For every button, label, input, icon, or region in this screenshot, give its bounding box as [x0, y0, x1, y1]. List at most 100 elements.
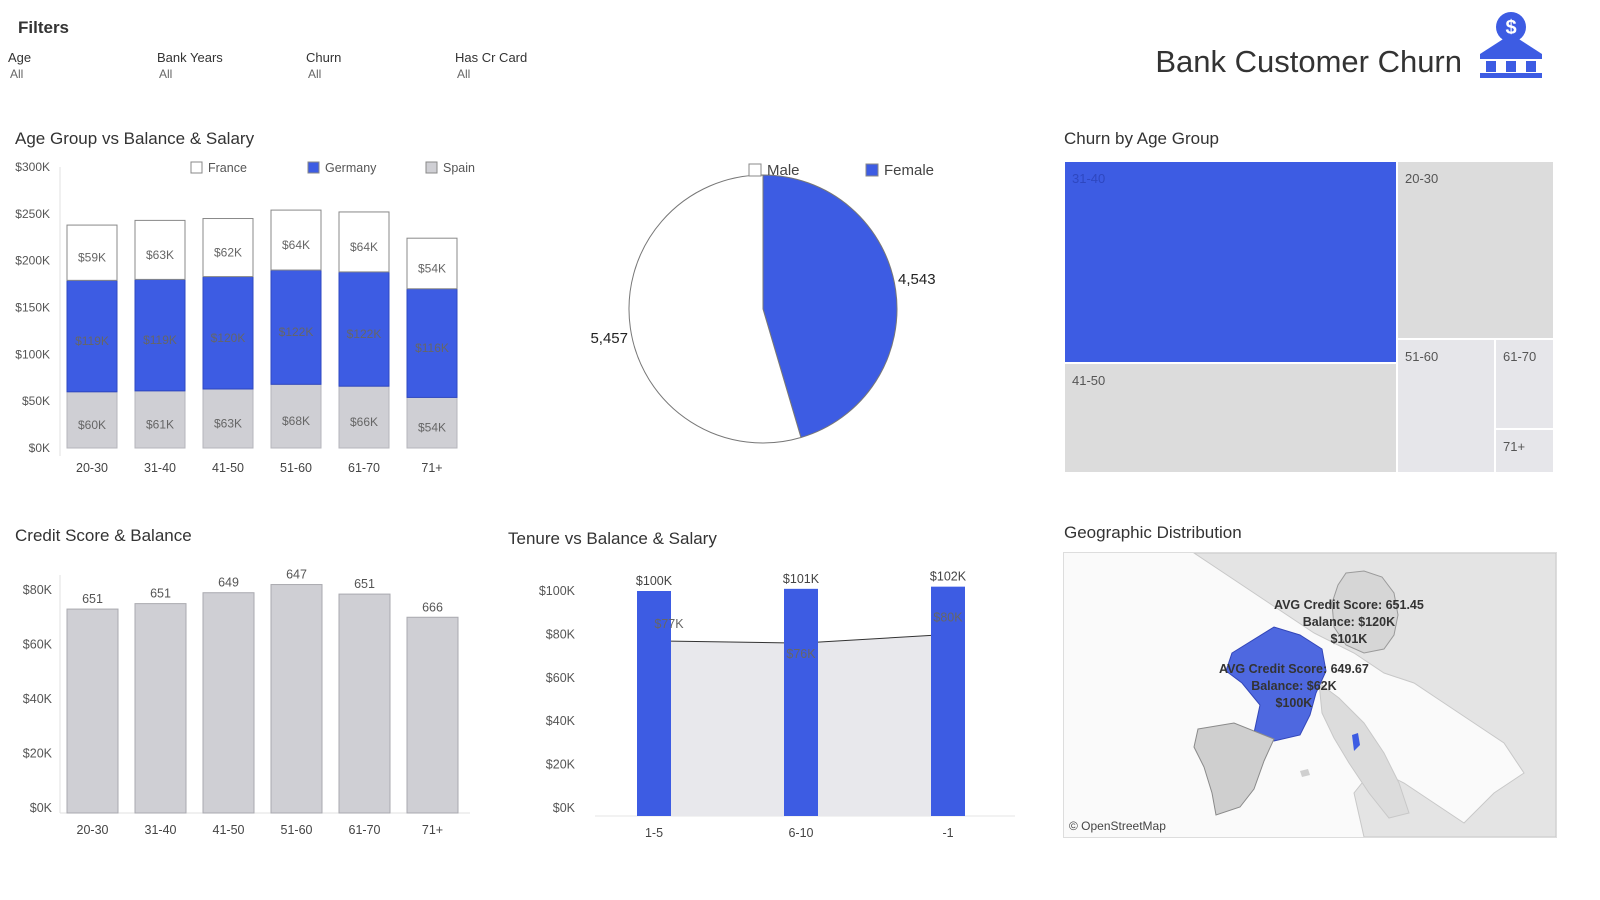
data-label: $66K	[350, 415, 378, 429]
y-tick-label: $80K	[23, 583, 53, 597]
filters-title: Filters	[18, 18, 70, 37]
treemap-cell-51-60[interactable]: 51-60	[1397, 339, 1495, 473]
bar-segment-france	[406, 237, 458, 290]
legend-label: France	[208, 161, 247, 175]
balance-label: $100K	[636, 574, 673, 588]
salary-label: $76K	[786, 647, 816, 661]
balance-bar	[784, 588, 818, 816]
salary-label: $80K	[933, 610, 963, 624]
bar-segment-germany	[202, 276, 254, 390]
pie-slice-male	[628, 174, 802, 444]
data-label: $60K	[78, 418, 106, 432]
x-tick-label: 20-30	[77, 823, 109, 837]
balance-bar	[931, 586, 965, 816]
data-label: $119K	[143, 333, 177, 347]
treemap-cell-20-30[interactable]: 20-30	[1397, 161, 1554, 339]
treemap-label: 41-50	[1072, 373, 1106, 388]
y-tick-label: $0K	[553, 801, 576, 815]
filter-has-cr-card[interactable]: Has Cr Card All	[455, 50, 595, 81]
geo-map[interactable]: AVG Credit Score: 651.45 Balance: $120K …	[1063, 552, 1557, 838]
france-annotation: AVG Credit Score: 649.67 Balance: $62K $…	[1219, 661, 1369, 712]
legend-swatch	[190, 161, 203, 174]
treemap-cell-71+[interactable]: 71+	[1495, 429, 1554, 473]
y-tick-label: $300K	[15, 160, 50, 174]
geo-chart-title: Geographic Distribution	[1064, 523, 1242, 542]
annotation-line: Balance: $62K	[1251, 679, 1337, 693]
filter-bank-years[interactable]: Bank Years All	[157, 50, 297, 81]
filter-value: All	[457, 67, 471, 81]
balance-bar	[637, 591, 671, 816]
data-label: $61K	[146, 417, 174, 431]
filter-label: Age	[8, 50, 32, 65]
balance-label: $101K	[783, 572, 820, 586]
legend-label: Spain	[443, 161, 475, 175]
data-label: $116K	[415, 341, 449, 355]
legend-swatch	[748, 163, 762, 177]
treemap-label: 31-40	[1072, 171, 1106, 186]
treemap-label: 61-70	[1503, 349, 1537, 364]
y-tick-label: $100K	[15, 347, 50, 361]
y-tick-label: $40K	[23, 692, 53, 706]
y-tick-label: $20K	[546, 758, 576, 772]
age-group-chart: $0K $50K $100K $150K $200K $250K $300K $60K $119…	[15, 160, 475, 475]
annotation-line: AVG Credit Score: 651.45	[1274, 598, 1424, 612]
data-label: $64K	[282, 238, 310, 252]
data-label: $54K	[418, 261, 446, 275]
filter-churn[interactable]: Churn All	[306, 50, 446, 81]
data-label: $122K	[279, 325, 314, 339]
data-label: $63K	[214, 416, 242, 430]
x-tick-label: 61-70	[348, 461, 380, 475]
filter-label: Bank Years	[157, 50, 223, 65]
x-tick-label: -1	[942, 826, 953, 840]
bar-segment-spain	[202, 388, 254, 449]
data-label: $63K	[146, 248, 174, 262]
bar-segment-france	[66, 224, 118, 281]
filter-value: All	[10, 67, 24, 81]
annotation-line: $101K	[1330, 632, 1368, 646]
treemap-cell-31-40[interactable]: 31-40	[1064, 161, 1397, 363]
data-label: $62K	[214, 246, 242, 260]
bar	[66, 608, 119, 814]
treemap-cell-61-70[interactable]: 61-70	[1495, 339, 1554, 429]
data-label: $122K	[347, 327, 382, 341]
x-tick-label: 41-50	[212, 461, 244, 475]
y-tick-label: $60K	[23, 638, 53, 652]
legend-label: Male	[767, 162, 800, 179]
bar-segment-spain	[134, 390, 186, 449]
churn-age-chart-title: Churn by Age Group	[1064, 129, 1219, 148]
y-tick-label: $250K	[15, 207, 50, 221]
y-tick-label: $20K	[23, 747, 53, 761]
y-tick-label: $100K	[539, 584, 576, 598]
legend-label: Germany	[325, 161, 377, 175]
tenure-chart: $0K $20K $40K $60K $80K $100K $100K 1-5 $101K 6-1…	[539, 570, 1015, 840]
bar	[270, 584, 323, 814]
treemap-cell-41-50[interactable]: 41-50	[1064, 363, 1397, 473]
filter-value: All	[308, 67, 322, 81]
bar	[406, 616, 459, 814]
y-tick-label: $200K	[15, 254, 50, 268]
pie-slice-female	[762, 174, 898, 439]
data-label: 651	[150, 587, 171, 601]
bar-segment-spain	[66, 391, 118, 449]
x-tick-label: 51-60	[281, 823, 313, 837]
y-tick-label: $60K	[546, 671, 576, 685]
x-tick-label: 1-5	[645, 826, 663, 840]
annotation-line: AVG Credit Score: 649.67	[1219, 662, 1369, 676]
bar-segment-spain	[406, 396, 458, 449]
bank-dollar-icon: $	[1480, 12, 1542, 78]
pie-data-label: 5,457	[590, 330, 628, 347]
credit-score-chart-title: Credit Score & Balance	[15, 526, 192, 545]
bar	[134, 603, 187, 814]
x-tick-label: 6-10	[788, 826, 813, 840]
x-tick-label: 20-30	[76, 461, 108, 475]
data-label: $54K	[418, 421, 446, 435]
x-tick-label: 31-40	[145, 823, 177, 837]
bar	[202, 592, 255, 814]
legend-label: Female	[884, 162, 934, 179]
data-label: $64K	[350, 240, 378, 254]
churn-age-treemap: 31-40 20-30 41-50 51-60 61-70 71+	[1064, 161, 1554, 473]
data-label: 651	[354, 577, 375, 591]
germany-annotation: AVG Credit Score: 651.45 Balance: $120K …	[1274, 597, 1424, 648]
filter-age[interactable]: Age All	[8, 50, 148, 81]
data-label: $59K	[78, 251, 106, 265]
